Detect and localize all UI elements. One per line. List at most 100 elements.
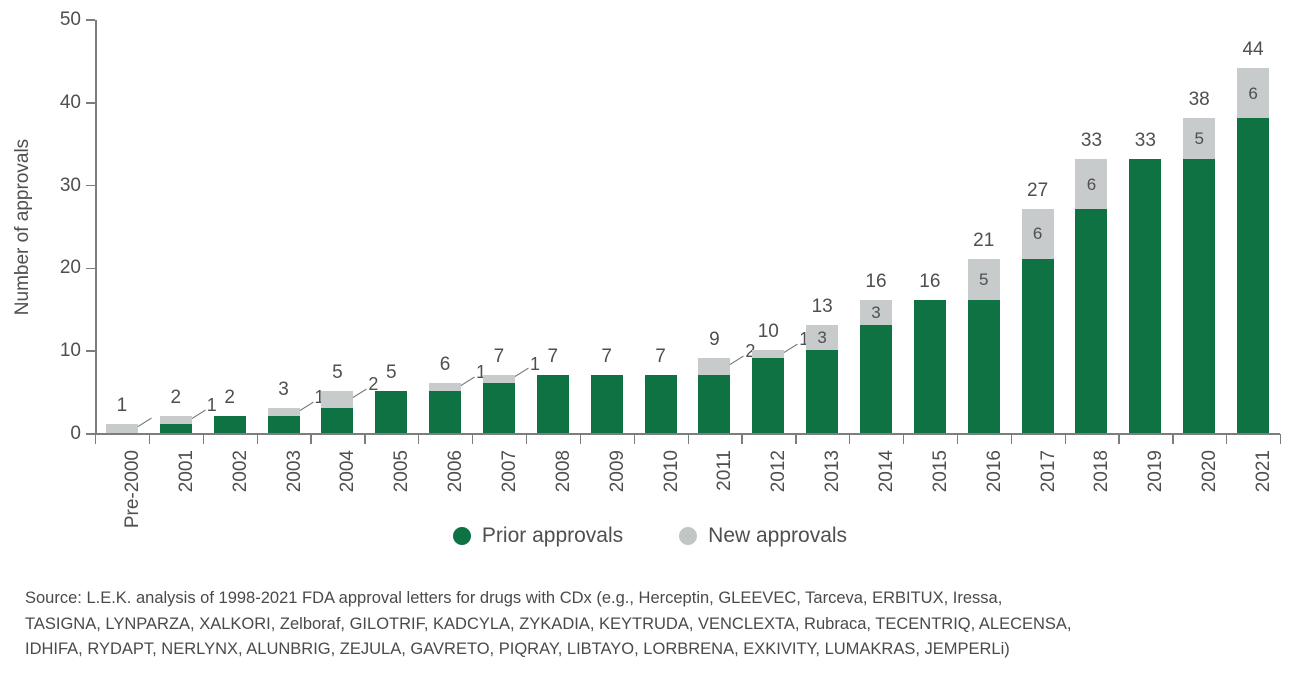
bar-segment-new[interactable]: 6	[1075, 159, 1108, 209]
bar-slot[interactable]: 2	[203, 21, 257, 433]
bar-slot[interactable]: 3 13	[795, 21, 849, 433]
bar-slot[interactable]: 7	[634, 21, 688, 433]
bar-segment-new[interactable]: 3	[806, 324, 839, 350]
bar-segment-prior[interactable]	[860, 324, 892, 433]
bar-stack[interactable]: 3	[806, 324, 839, 433]
bar-segment-prior[interactable]	[752, 357, 785, 433]
bar-segment-new[interactable]: 6	[1237, 68, 1270, 118]
bar-segment-new[interactable]	[321, 391, 354, 408]
bar-stack[interactable]: 6	[1075, 159, 1108, 433]
bar-segment-prior[interactable]	[590, 374, 623, 433]
bar-segment-new[interactable]: 5	[967, 258, 1000, 301]
bar-slot[interactable]: 3 16	[849, 21, 903, 433]
bar-segment-prior[interactable]	[482, 382, 515, 433]
bar-stack[interactable]: 6	[1237, 68, 1270, 433]
bar-segment-prior[interactable]	[806, 349, 839, 433]
x-tick-label-text: 2016	[983, 450, 1005, 493]
source-line-2: TASIGNA, LYNPARZA, XALKORI, Zelboraf, GI…	[25, 614, 1072, 633]
bar-segment-new[interactable]	[482, 374, 515, 383]
bar-segment-new[interactable]	[752, 349, 785, 358]
legend-item-new-approvals[interactable]: New approvals	[679, 524, 847, 548]
bar-segment-prior[interactable]	[267, 415, 300, 433]
bar-stack[interactable]	[105, 424, 138, 433]
bar-segment-new[interactable]: 3	[860, 300, 892, 325]
bar-stack[interactable]	[267, 407, 300, 433]
legend-item-prior-approvals[interactable]: Prior approvals	[452, 524, 623, 548]
bar-slot[interactable]: 5 38	[1172, 21, 1226, 433]
bar-segment-prior[interactable]	[1129, 159, 1162, 433]
x-tick-label-2020: 2020	[1199, 450, 1241, 492]
bar-segment-new[interactable]	[698, 358, 731, 375]
bar-stack[interactable]: 3	[860, 300, 892, 433]
bar-segment-prior[interactable]	[698, 374, 731, 433]
bar-slot[interactable]: 7	[580, 21, 634, 433]
bar-stack[interactable]	[1129, 159, 1162, 433]
bar-stack[interactable]	[913, 300, 946, 433]
bar-stack[interactable]	[752, 349, 785, 433]
bar-stack[interactable]	[698, 358, 731, 433]
x-tick-label-text: 2014	[876, 450, 898, 493]
bar-slot[interactable]: 6 33	[1065, 21, 1119, 433]
x-tick-18	[1064, 434, 1066, 444]
bar-total-label: 33	[1080, 130, 1103, 152]
bar-stack[interactable]	[482, 374, 515, 433]
x-tick-label-text: 2013	[822, 450, 844, 493]
bar-segment-prior[interactable]	[536, 374, 569, 433]
bar-total-label: 44	[1242, 39, 1264, 61]
bar-slot[interactable]: 7	[526, 21, 580, 433]
bar-segment-prior[interactable]	[1183, 159, 1216, 433]
bar-segment-prior[interactable]	[913, 300, 946, 433]
bar-segment-prior[interactable]	[967, 300, 1000, 433]
y-tick-20	[86, 267, 95, 270]
bar-stack[interactable]	[590, 374, 623, 433]
bar-total-label: 33	[1134, 130, 1156, 152]
bar-stack[interactable]	[429, 382, 462, 433]
x-tick-label-text: 2003	[283, 450, 305, 493]
bar-slot[interactable]: 33	[1118, 21, 1172, 433]
bar-segment-new[interactable]: 5	[1183, 117, 1216, 160]
x-tick-20	[1172, 434, 1174, 444]
bar-segment-prior[interactable]	[213, 415, 246, 433]
bar-slot[interactable]: 16	[903, 21, 957, 433]
bar-segment-prior[interactable]	[375, 391, 408, 433]
bar-segment-prior[interactable]	[1237, 117, 1270, 433]
bar-stack[interactable]	[536, 374, 569, 433]
bar-segment-prior[interactable]	[321, 407, 354, 433]
bar-stack[interactable]: 5	[1183, 117, 1216, 433]
bar-segment-new[interactable]	[159, 415, 192, 425]
bar-total-label: 13	[811, 295, 833, 317]
bar-segment-new[interactable]: 6	[1021, 208, 1054, 259]
bar-stack[interactable]: 5	[967, 258, 1000, 433]
bar-slot[interactable]: 10 1	[741, 21, 809, 433]
bar-slot[interactable]: 5 21	[957, 21, 1011, 433]
bar-slot[interactable]: 6 44	[1226, 21, 1280, 433]
bar-stack[interactable]	[213, 415, 246, 433]
bar-stack[interactable]: 6	[1021, 208, 1054, 433]
bar-stack[interactable]	[321, 391, 354, 433]
bar-segment-prior[interactable]	[159, 424, 192, 433]
bar-segment-prior[interactable]	[1075, 208, 1108, 433]
bar-stack[interactable]	[644, 374, 677, 433]
x-tick-label-text: 2017	[1037, 450, 1059, 493]
y-axis-title-text: Number of approvals	[12, 138, 33, 316]
x-tick-label-text: 2019	[1145, 450, 1167, 493]
bar-stack[interactable]	[375, 391, 408, 433]
bar-slot[interactable]: 5	[364, 21, 418, 433]
bar-segment-prior[interactable]	[429, 391, 462, 433]
bar-slot[interactable]: 6 27	[1011, 21, 1065, 433]
y-tick-10	[86, 350, 95, 352]
bar-segment-new[interactable]	[267, 407, 300, 416]
bar-segment-prior[interactable]	[1021, 258, 1054, 433]
bar-segment-new[interactable]	[429, 382, 462, 392]
x-tick-label-text: 2020	[1199, 450, 1221, 493]
bar-stack[interactable]	[159, 415, 192, 433]
bar-slot[interactable]: 1	[95, 21, 152, 433]
bar-segment-prior[interactable]	[644, 374, 677, 433]
bar-segment-new[interactable]	[105, 424, 138, 433]
